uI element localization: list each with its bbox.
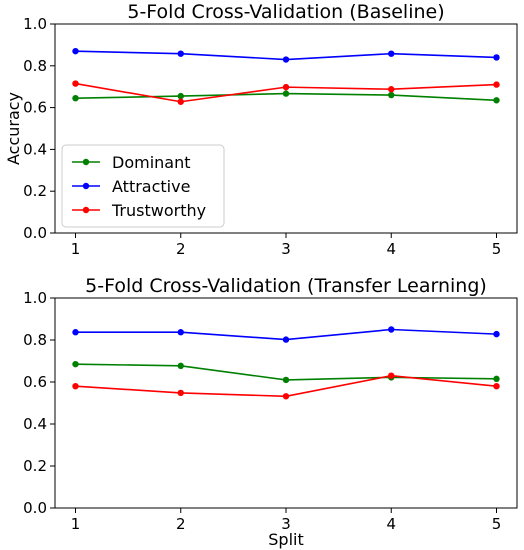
data-point-trustworthy <box>72 383 79 390</box>
data-point-attractive <box>282 56 290 63</box>
x-tick-label: 5 <box>492 515 502 533</box>
data-point-dominant <box>72 94 79 102</box>
data-point-attractive <box>493 330 500 338</box>
y-tick-label: 0.8 <box>23 331 47 349</box>
data-point-attractive <box>282 336 290 343</box>
data-point-trustworthy <box>177 98 184 105</box>
data-point-trustworthy <box>493 81 500 88</box>
legend-swatch-marker <box>82 158 90 166</box>
x-tick-label: 4 <box>386 515 396 533</box>
x-tick-label: 2 <box>176 515 186 533</box>
data-point-attractive <box>177 329 184 336</box>
data-point-dominant <box>388 91 395 99</box>
data-point-dominant <box>493 375 500 383</box>
data-point-trustworthy <box>282 393 290 400</box>
legend-box <box>61 144 225 228</box>
data-point-trustworthy <box>388 372 395 379</box>
data-point-dominant <box>177 92 184 100</box>
x-axis-label: Split <box>268 530 303 549</box>
data-point-trustworthy <box>388 86 395 93</box>
x-tick-label: 3 <box>281 515 291 533</box>
data-point-attractive <box>72 329 79 336</box>
data-point-trustworthy <box>493 383 500 390</box>
data-point-trustworthy <box>177 389 184 397</box>
y-tick-label: 0.6 <box>23 99 47 117</box>
legend-label: Dominant <box>112 153 191 172</box>
x-tick-label: 1 <box>71 515 81 533</box>
x-tick-label: 2 <box>176 240 186 258</box>
data-point-dominant <box>72 360 79 368</box>
y-tick-label: 0.8 <box>23 57 47 75</box>
chart-panel-2: 5-Fold Cross-Validation (Transfer Learni… <box>23 275 518 549</box>
data-point-attractive <box>72 47 79 55</box>
data-point-trustworthy <box>72 80 79 87</box>
y-axis-label: Accuracy <box>4 92 23 165</box>
data-point-attractive <box>177 50 184 57</box>
legend-label: Trustworthy <box>111 201 206 220</box>
axes-frame <box>54 23 518 234</box>
x-tick-label: 5 <box>492 240 502 258</box>
x-tick-label: 4 <box>386 240 396 258</box>
chart-panel-1: 5-Fold Cross-Validation (Baseline) 0.0 0.2… <box>4 1 518 258</box>
data-point-dominant <box>282 376 290 384</box>
legend-swatch-marker <box>82 206 90 214</box>
legend: Dominant Attractive Trustworthy <box>61 144 225 228</box>
x-tick-label: 1 <box>71 240 81 258</box>
data-point-attractive <box>388 326 395 333</box>
data-point-attractive <box>493 54 500 61</box>
data-point-dominant <box>177 362 184 370</box>
x-tick-label: 3 <box>281 240 291 258</box>
legend-label: Attractive <box>112 177 190 196</box>
y-tick-label: 0.2 <box>23 182 47 200</box>
chart-title: 5-Fold Cross-Validation (Transfer Learni… <box>85 275 487 297</box>
axes-frame <box>54 297 518 509</box>
y-tick-label: 0.4 <box>23 415 47 433</box>
y-tick-label: 0.0 <box>23 224 47 242</box>
y-tick-label: 1.0 <box>23 15 47 33</box>
y-tick-label: 0.0 <box>23 499 47 517</box>
chart-title: 5-Fold Cross-Validation (Baseline) <box>127 1 444 23</box>
y-tick-label: 0.4 <box>23 140 47 158</box>
data-point-dominant <box>282 90 290 97</box>
data-point-dominant <box>493 97 500 104</box>
data-point-attractive <box>388 50 395 57</box>
y-tick-label: 1.0 <box>23 289 47 307</box>
data-point-trustworthy <box>282 83 290 91</box>
y-tick-label: 0.2 <box>23 457 47 475</box>
legend-swatch-marker <box>82 182 90 190</box>
y-tick-label: 0.6 <box>23 373 47 391</box>
